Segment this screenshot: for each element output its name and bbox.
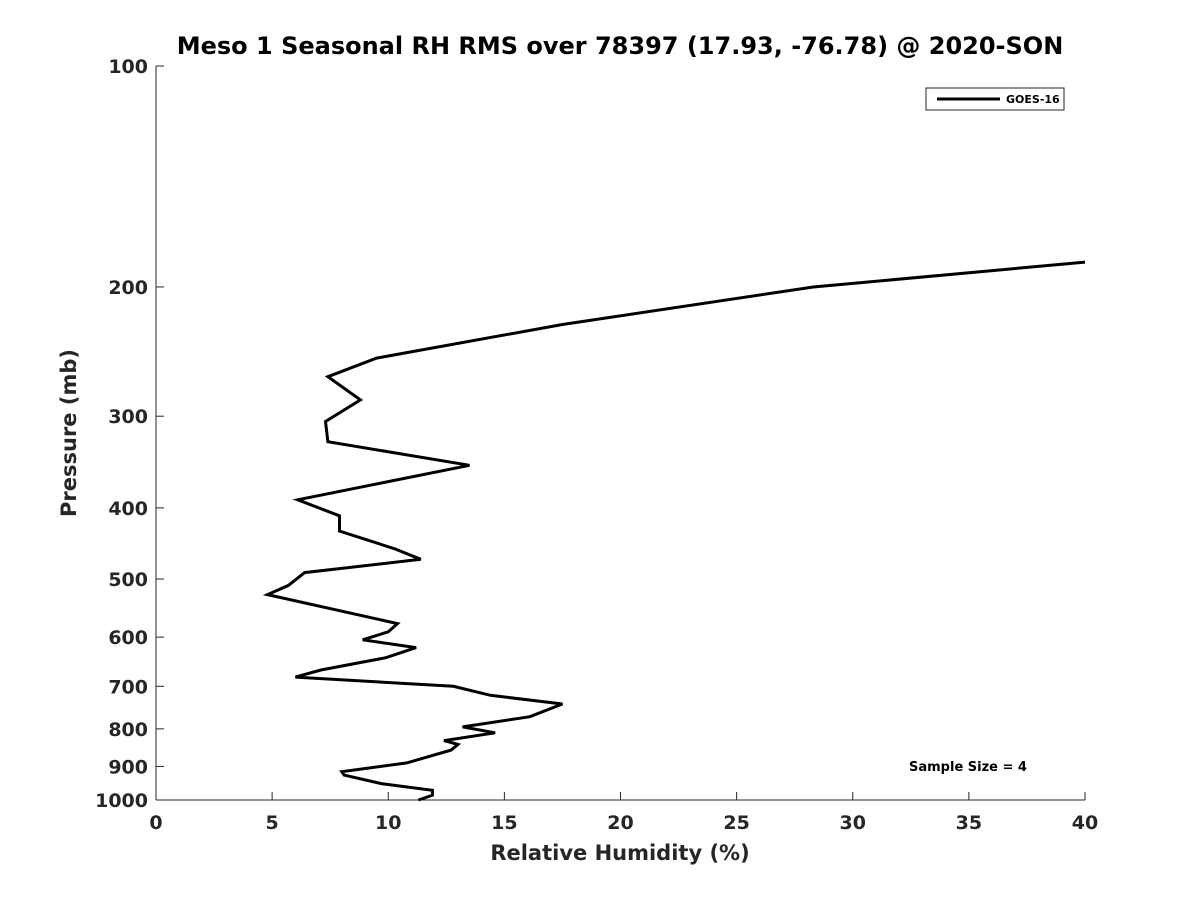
- y-axis-label: Pressure (mb): [57, 349, 81, 517]
- series-group: [262, 260, 1086, 802]
- x-tick-label-1: 5: [266, 812, 279, 834]
- y-tick-label-1: 200: [108, 277, 148, 299]
- y-tick-label-7: 800: [108, 719, 148, 741]
- x-tick-label-0: 0: [149, 812, 162, 834]
- legend-entry-goes-16: GOES-16: [1006, 93, 1060, 106]
- x-axis-label: Relative Humidity (%): [490, 841, 749, 865]
- x-tick-label-3: 15: [491, 812, 517, 834]
- y-tick-label-9: 1000: [95, 790, 148, 812]
- series-line-goes-16: [262, 260, 1086, 802]
- y-ticks: 100 200 300 400 500 600 700 800 900 1000: [95, 56, 164, 812]
- legend: GOES-16: [925, 87, 1065, 111]
- x-tick-label-6: 30: [840, 812, 866, 834]
- x-tick-label-4: 20: [607, 812, 633, 834]
- x-tick-label-5: 25: [723, 812, 749, 834]
- y-tick-label-2: 300: [108, 406, 148, 428]
- x-tick-label-8: 40: [1072, 812, 1098, 834]
- x-tick-label-7: 35: [956, 812, 982, 834]
- chart-title: Meso 1 Seasonal RH RMS over 78397 (17.93…: [177, 32, 1064, 60]
- x-ticks: 0 5 10 15 20 25 30 35 40: [149, 792, 1098, 834]
- axes: [155, 66, 1085, 801]
- y-tick-label-0: 100: [108, 56, 148, 78]
- sample-size-annotation: Sample Size = 4: [909, 760, 1027, 775]
- y-tick-label-6: 700: [108, 676, 148, 698]
- y-tick-label-8: 900: [108, 756, 148, 778]
- y-tick-label-4: 500: [108, 569, 148, 591]
- y-tick-label-3: 400: [108, 498, 148, 520]
- y-tick-label-5: 600: [108, 627, 148, 649]
- x-tick-label-2: 10: [375, 812, 401, 834]
